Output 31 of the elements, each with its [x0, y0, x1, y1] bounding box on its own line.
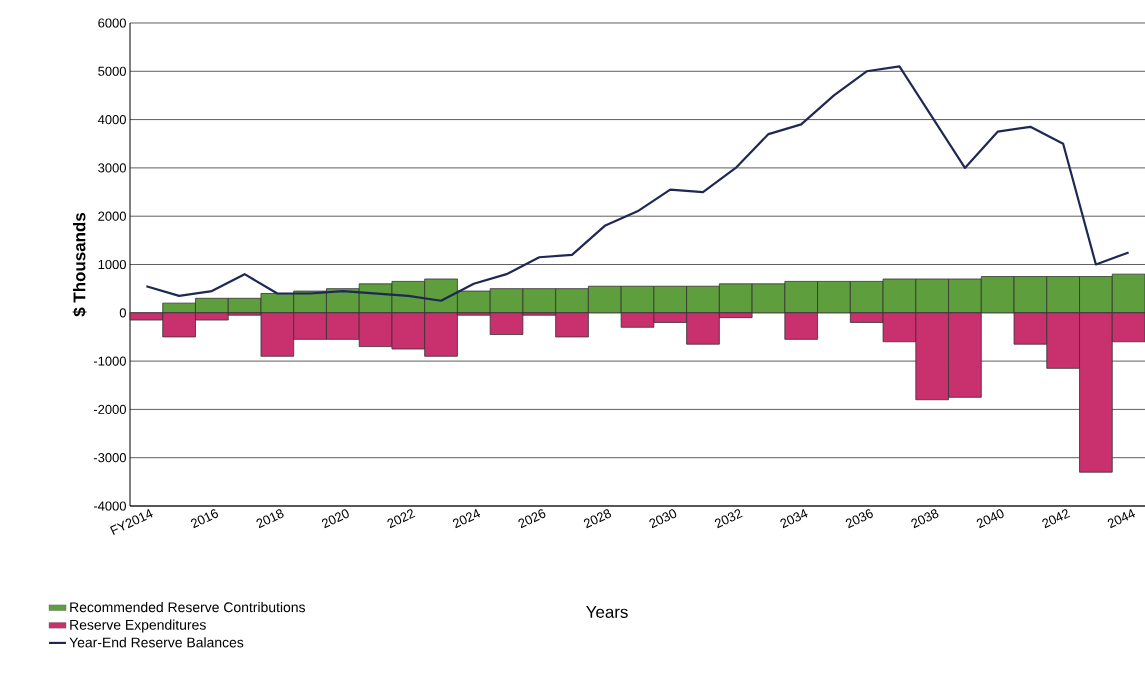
x-tick-label: 2018 [256, 509, 284, 529]
x-tick-label: 2024 [452, 508, 481, 529]
legend-label: Reserve Expenditures [70, 619, 206, 633]
y-axis-title: $ Thousands [72, 212, 87, 317]
y-tick-label: 6000 [98, 18, 126, 28]
y-tick-label: 1000 [98, 259, 126, 270]
x-tick-label: 2044 [1107, 508, 1135, 529]
x-tick-label: 2028 [583, 509, 612, 529]
x-tick-label: 2034 [780, 508, 808, 529]
y-tick-label: -2000 [93, 404, 126, 414]
y-tick-label: -1000 [93, 356, 126, 366]
x-tick-label: 2032 [714, 509, 743, 529]
x-tick-label: 2038 [911, 509, 939, 529]
y-tick-label: 5000 [98, 66, 126, 76]
y-tick-label: 2000 [98, 211, 126, 221]
x-tick-label: 2042 [1042, 509, 1071, 529]
y-tick-label: 3000 [98, 163, 126, 173]
y-tick-label: 4000 [97, 115, 126, 125]
x-tick-label: 2016 [190, 509, 219, 529]
y-tick-label: -3000 [93, 453, 126, 463]
x-tick-label: 2040 [976, 509, 1004, 529]
y-tick-label: 0 [119, 308, 126, 318]
y-tick-label: -4000 [93, 501, 126, 511]
x-tick-label: 2020 [321, 509, 349, 529]
legend-label: Recommended Reserve Contributions [70, 601, 306, 613]
x-tick-label: 2022 [387, 509, 416, 529]
x-tick-label: 2036 [845, 509, 873, 529]
legend-label: Year-End Reserve Balances [69, 637, 244, 648]
x-axis-title: Years [586, 606, 628, 618]
x-tick-label: 2026 [518, 509, 546, 529]
x-tick-label: 2030 [649, 509, 677, 529]
